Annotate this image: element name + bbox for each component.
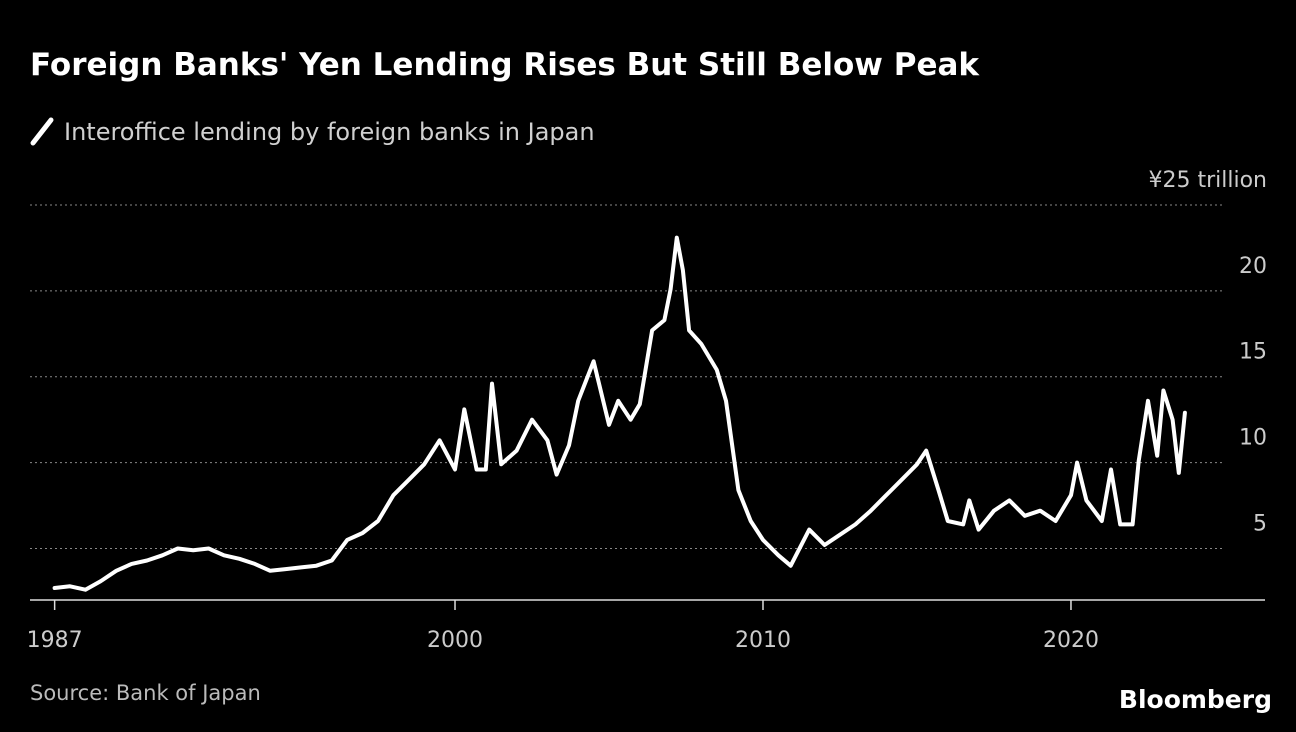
y-tick-label: 20 bbox=[1239, 254, 1267, 279]
y-tick-label: ¥25 trillion bbox=[1148, 168, 1267, 193]
brand: Bloomberg bbox=[1119, 685, 1272, 714]
source: Source: Bank of Japan bbox=[30, 681, 261, 705]
x-tick-label: 2010 bbox=[735, 628, 791, 653]
legend-label: Interoffice lending by foreign banks in … bbox=[64, 118, 595, 146]
x-tick-label: 2000 bbox=[427, 628, 483, 653]
x-tick-label: 1987 bbox=[27, 628, 83, 653]
y-tick-label: 10 bbox=[1239, 426, 1267, 451]
y-tick-label: 5 bbox=[1253, 511, 1267, 536]
x-tick-label: 2020 bbox=[1043, 628, 1099, 653]
legend-swatch bbox=[30, 117, 54, 146]
chart-title: Foreign Banks' Yen Lending Rises But Sti… bbox=[30, 47, 980, 83]
series-line bbox=[52, 235, 1187, 592]
y-tick-label: 15 bbox=[1239, 340, 1267, 365]
